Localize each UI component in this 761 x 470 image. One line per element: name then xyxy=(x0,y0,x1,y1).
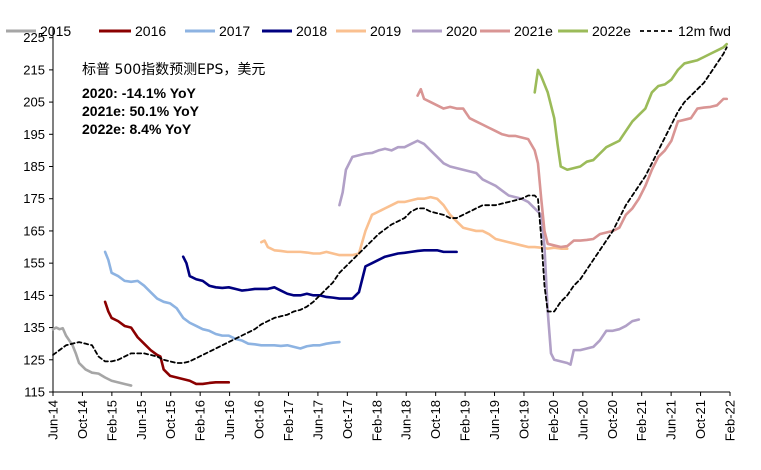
x-tick-label: Oct-16 xyxy=(252,400,267,439)
x-tick-label: Oct-15 xyxy=(163,400,178,439)
series-line-2021e xyxy=(416,87,729,249)
x-tick-label: Feb-20 xyxy=(546,400,561,441)
x-axis: Jun-14 Oct-14 Feb-15 Jun-15 Oct-15 Feb-16 Jun-… xyxy=(46,391,738,441)
x-tick-label: Oct-14 xyxy=(75,400,90,439)
x-tick-label: Feb-16 xyxy=(193,400,208,441)
x-tick-label: Feb-15 xyxy=(104,400,119,441)
x-tick-label: Jun-17 xyxy=(310,400,325,440)
legend-label-2018: 2018 xyxy=(296,23,327,39)
x-tick-label: Jun-15 xyxy=(134,400,149,440)
legend-label-2016: 2016 xyxy=(135,23,166,39)
annotation-2022e: 2022e: 8.4% YoY xyxy=(82,121,192,137)
x-tick-label: Feb-21 xyxy=(634,400,649,441)
annotation-box: 标普 500指数预测EPS，美元 2020: -14.1% YoY 2021e:… xyxy=(82,62,265,137)
x-tick-label: Oct-20 xyxy=(605,400,620,439)
x-tick-label: Oct-21 xyxy=(693,400,708,439)
y-axis: 115 125 135 145 155 165 175 185 195 205 215 225 xyxy=(23,28,54,400)
series-line-2019 xyxy=(260,195,569,257)
x-tick-label: Feb-19 xyxy=(458,400,473,441)
annotation-2020: 2020: -14.1% YoY xyxy=(82,85,197,101)
series-line-2015 xyxy=(51,326,133,387)
x-tick-label: Jun-19 xyxy=(487,400,502,440)
y-tick-label: 215 xyxy=(23,62,45,77)
x-tick-label: Jun-16 xyxy=(222,400,237,440)
y-tick-label: 175 xyxy=(23,191,45,206)
y-tick-label: 125 xyxy=(23,352,45,367)
legend-label-2021e: 2021e xyxy=(514,23,553,39)
annotation-2021e: 2021e: 50.1% YoY xyxy=(82,103,200,119)
series-layer xyxy=(51,42,729,387)
y-tick-label: 115 xyxy=(24,385,45,400)
y-tick-label: 225 xyxy=(23,30,45,45)
y-tick-label: 205 xyxy=(23,95,45,110)
legend-label-2017: 2017 xyxy=(219,23,250,39)
y-tick-label: 145 xyxy=(23,288,45,303)
x-tick-label: Jun-14 xyxy=(46,400,61,440)
y-tick-label: 185 xyxy=(23,159,45,174)
legend-label-2020: 2020 xyxy=(446,23,477,39)
y-tick-label: 155 xyxy=(23,256,45,271)
series-line-2016 xyxy=(103,300,231,386)
x-tick-label: Feb-22 xyxy=(723,400,738,441)
x-tick-label: Oct-19 xyxy=(516,400,531,439)
y-tick-label: 165 xyxy=(23,223,45,238)
x-tick-label: Feb-17 xyxy=(281,400,296,441)
series-line-2017 xyxy=(103,250,341,350)
x-tick-label: Oct-17 xyxy=(340,400,355,439)
x-tick-label: Jun-21 xyxy=(664,400,679,440)
series-line-2018 xyxy=(181,248,458,300)
x-tick-label: Oct-18 xyxy=(428,400,443,439)
series-line-2020 xyxy=(338,139,641,366)
legend-label-2019: 2019 xyxy=(370,23,401,39)
y-tick-label: 195 xyxy=(23,127,45,142)
legend-label-12m-fwd: 12m fwd xyxy=(678,23,731,39)
y-tick-label: 135 xyxy=(23,320,45,335)
x-tick-label: Feb-18 xyxy=(369,400,384,441)
legend-label-2015: 2015 xyxy=(40,23,71,39)
series-line-2022e xyxy=(533,42,729,172)
x-tick-label: Jun-18 xyxy=(399,400,414,440)
annotation-title: 标普 500指数预测EPS，美元 xyxy=(82,62,265,78)
legend-label-2022e: 2022e xyxy=(592,23,631,39)
chart-legend: 2015 2016 2017 2018 2019 2020 2021e 2022e 12m fw… xyxy=(6,23,731,39)
series-line-12m-fwd xyxy=(52,46,728,364)
x-tick-label: Jun-20 xyxy=(575,400,590,440)
